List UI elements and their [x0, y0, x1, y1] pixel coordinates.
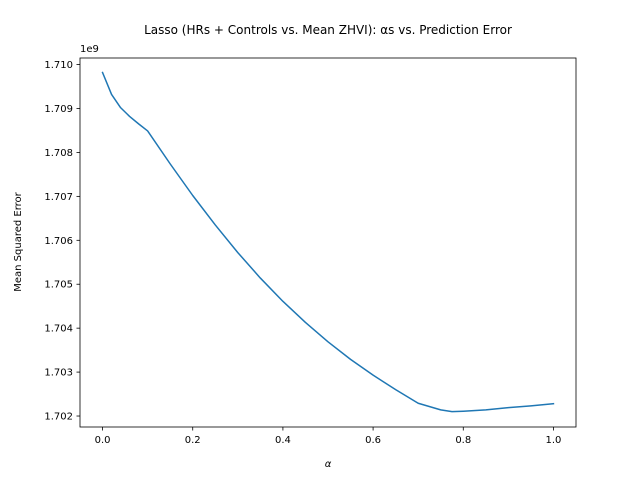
y-tick-label: 1.710	[44, 60, 73, 71]
y-tick-label: 1.703	[44, 368, 73, 379]
x-axis-label: α	[325, 459, 332, 470]
y-offset-label: 1e9	[80, 44, 99, 55]
series-line-0	[101, 71, 555, 413]
y-tick-label: 1.708	[44, 148, 73, 159]
y-tick-label: 1.704	[44, 324, 73, 335]
y-tick-label: 1.709	[44, 104, 73, 115]
x-tick-label: 0.8	[455, 435, 471, 446]
x-tick-label: 1.0	[546, 435, 562, 446]
x-tick-label: 0.4	[275, 435, 291, 446]
y-tick-label: 1.702	[44, 412, 73, 423]
y-axis-label: Mean Squared Error	[13, 191, 24, 291]
x-tick-label: 0.6	[365, 435, 381, 446]
x-tick-label: 0.0	[95, 435, 111, 446]
axes-frame	[79, 57, 577, 428]
chart-title: Lasso (HRs + Controls vs. Mean ZHVI): αs…	[144, 23, 512, 37]
y-tick-label: 1.705	[44, 280, 73, 291]
y-tick-label: 1.706	[44, 236, 73, 247]
plot-area: 0.0 0.2 0.4 0.6 0.8 1.0 1.702 1.703 1.704 1.705 1.…	[44, 57, 577, 446]
y-tick-label: 1.707	[44, 192, 73, 203]
x-tick-label: 0.2	[185, 435, 201, 446]
